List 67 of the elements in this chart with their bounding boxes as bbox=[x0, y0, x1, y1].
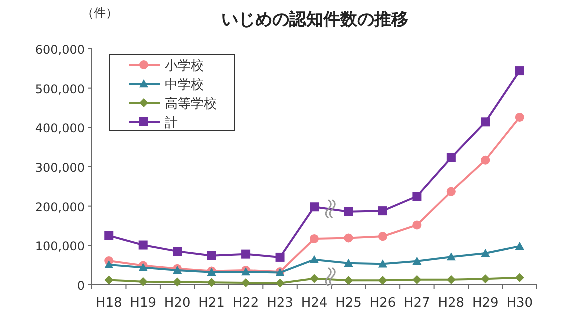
x-tick-label: H29 bbox=[472, 296, 499, 311]
point bbox=[412, 220, 422, 230]
point bbox=[310, 234, 319, 244]
point bbox=[138, 240, 148, 250]
x-tick-label: H19 bbox=[130, 296, 157, 311]
point bbox=[515, 242, 524, 250]
point bbox=[344, 258, 354, 267]
point bbox=[378, 260, 388, 268]
x-tick-label: H25 bbox=[336, 296, 362, 311]
point bbox=[173, 278, 182, 287]
point bbox=[446, 187, 456, 196]
x-tick-label: H21 bbox=[198, 296, 225, 311]
point bbox=[104, 276, 114, 285]
x-tick-label: H26 bbox=[370, 296, 396, 311]
point bbox=[276, 252, 285, 262]
legend-label: 中学校 bbox=[165, 78, 204, 93]
y-tick-label: 0 bbox=[77, 279, 85, 293]
point bbox=[310, 274, 319, 284]
point bbox=[446, 275, 456, 284]
legend-label: 高等学校 bbox=[165, 96, 217, 112]
x-tick-label: H27 bbox=[404, 296, 430, 311]
y-axis-title: （件） bbox=[82, 6, 118, 20]
legend-label: 計 bbox=[165, 116, 178, 131]
point bbox=[344, 207, 354, 216]
point bbox=[481, 156, 490, 165]
x-tick-label: H24 bbox=[301, 296, 328, 311]
point bbox=[242, 250, 251, 259]
point bbox=[515, 273, 524, 282]
point bbox=[412, 256, 422, 265]
x-tick-label: H28 bbox=[438, 296, 465, 311]
point bbox=[446, 153, 456, 162]
point bbox=[242, 278, 251, 288]
point bbox=[515, 112, 524, 122]
point bbox=[481, 249, 490, 258]
x-tick-label: H20 bbox=[164, 296, 191, 311]
point bbox=[412, 275, 422, 284]
point bbox=[310, 255, 319, 264]
point bbox=[104, 231, 114, 240]
point bbox=[310, 202, 319, 212]
x-tick-label: H22 bbox=[232, 296, 260, 311]
chart-title: いじめの認知件数の推移 bbox=[222, 10, 408, 30]
point bbox=[481, 274, 490, 284]
y-tick-label: 300,000 bbox=[35, 161, 85, 175]
point bbox=[515, 66, 524, 76]
point bbox=[104, 260, 114, 269]
point bbox=[378, 232, 388, 242]
y-tick-label: 200,000 bbox=[35, 200, 85, 214]
point bbox=[481, 118, 490, 127]
legend-label: 小学校 bbox=[165, 59, 204, 74]
x-tick-label: H23 bbox=[267, 296, 294, 311]
y-tick-label: 600,000 bbox=[35, 43, 85, 57]
point bbox=[138, 277, 148, 286]
y-tick-label: 400,000 bbox=[35, 122, 85, 136]
point bbox=[378, 206, 388, 216]
point bbox=[344, 234, 354, 243]
y-tick-label: 100,000 bbox=[35, 240, 85, 254]
point bbox=[378, 276, 388, 286]
y-tick-label: 500,000 bbox=[35, 82, 85, 96]
x-tick-label: H18 bbox=[96, 296, 122, 311]
point bbox=[446, 252, 456, 261]
point bbox=[173, 247, 182, 256]
point bbox=[207, 278, 216, 288]
point bbox=[276, 278, 285, 288]
point bbox=[207, 251, 216, 260]
point bbox=[412, 192, 422, 201]
point bbox=[344, 276, 354, 286]
x-tick-label: H30 bbox=[506, 296, 534, 311]
